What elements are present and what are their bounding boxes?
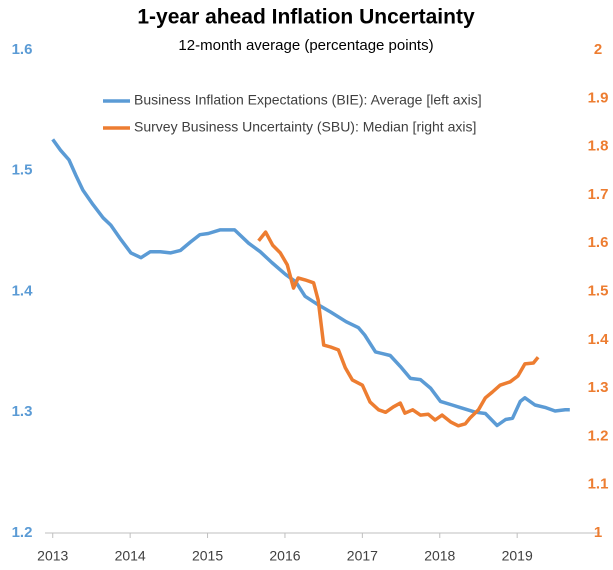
y-tick-label: 1.5 — [12, 162, 33, 179]
legend-label: Survey Business Uncertainty (SBU): Media… — [134, 119, 476, 135]
series-line — [51, 138, 570, 428]
legend-label: Business Inflation Expectations (BIE): A… — [134, 92, 482, 108]
y-tick-label: 1.2 — [12, 524, 33, 541]
y-tick-label: 1.6 — [12, 41, 33, 58]
chart-title: 1-year ahead Inflation Uncertainty — [137, 6, 475, 29]
x-tick-label: 2017 — [347, 548, 378, 564]
y2-tick-label: 2 — [594, 41, 602, 58]
y-tick-label: 1.4 — [12, 282, 34, 299]
x-tick-label: 2016 — [269, 548, 300, 564]
series-line — [257, 230, 540, 428]
x-tick-label: 2013 — [37, 548, 68, 564]
x-tick-label: 2014 — [115, 548, 146, 564]
y2-tick-label: 1.8 — [588, 138, 609, 155]
x-tick-label: 2019 — [502, 548, 533, 564]
y2-tick-label: 1.9 — [588, 89, 609, 106]
y2-tick-label: 1 — [594, 524, 602, 541]
y2-tick-label: 1.3 — [588, 379, 609, 396]
x-tick-label: 2015 — [192, 548, 223, 564]
chart-subtitle: 12-month average (percentage points) — [178, 37, 433, 54]
y2-tick-label: 1.6 — [588, 234, 609, 251]
y2-tick-label: 1.2 — [588, 427, 609, 444]
y2-tick-label: 1.7 — [588, 186, 609, 203]
x-tick-label: 2018 — [424, 548, 455, 564]
y2-tick-label: 1.5 — [588, 282, 609, 299]
y-tick-label: 1.3 — [12, 403, 33, 420]
y2-tick-label: 1.1 — [588, 476, 609, 493]
y2-tick-label: 1.4 — [588, 331, 610, 348]
